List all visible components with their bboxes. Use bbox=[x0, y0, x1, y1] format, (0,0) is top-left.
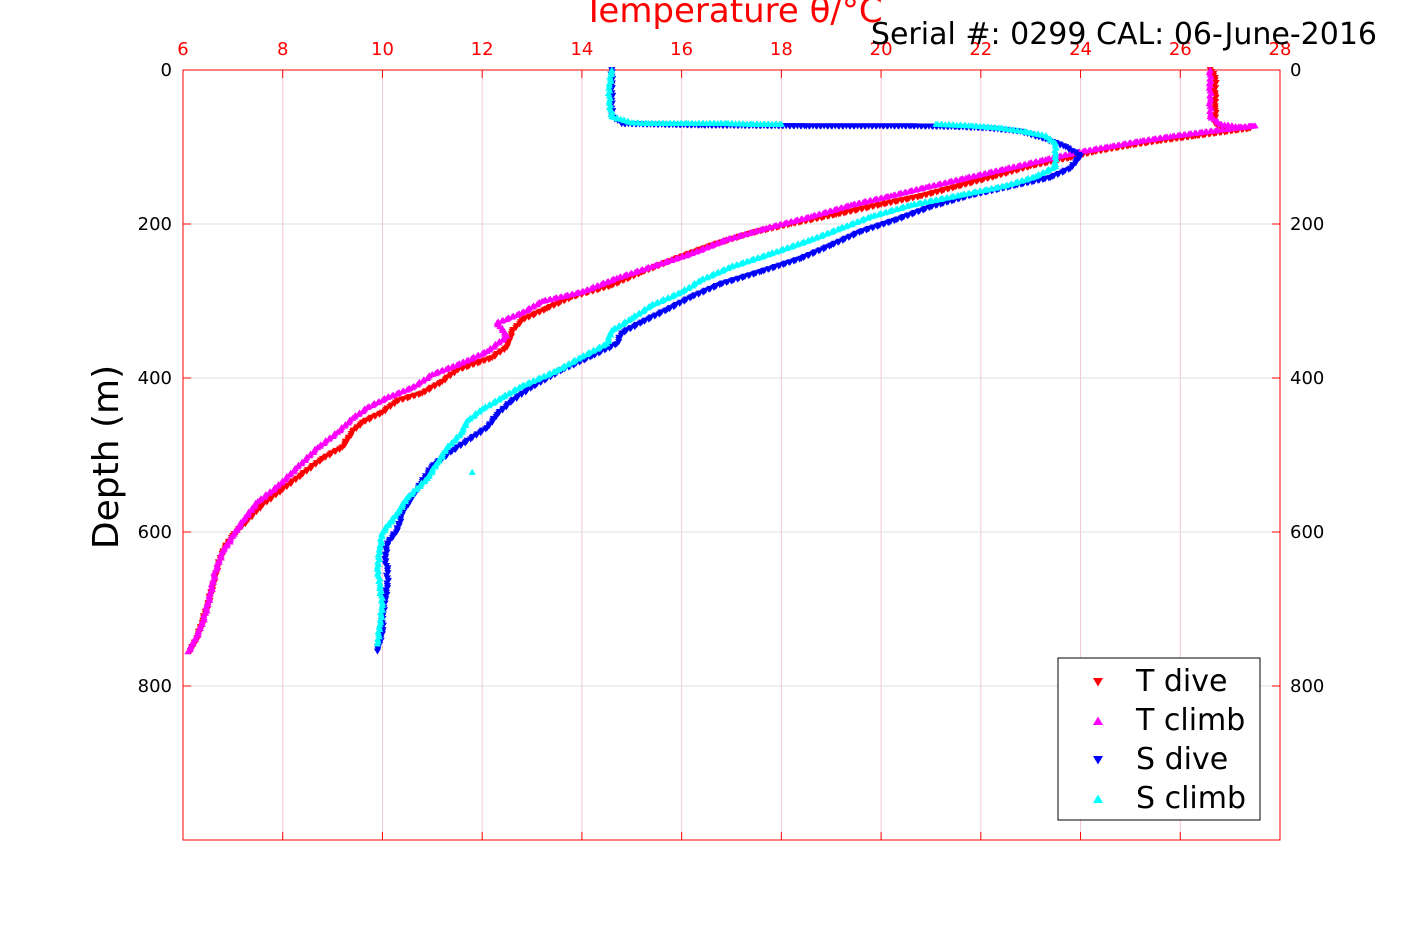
data-point bbox=[502, 404, 510, 411]
data-point bbox=[256, 505, 264, 512]
data-point bbox=[1052, 151, 1060, 158]
data-point bbox=[777, 120, 785, 127]
plot-frame bbox=[182, 69, 1281, 841]
x-tick-label: 20 bbox=[870, 39, 893, 60]
y-tick-label-right: 600 bbox=[1290, 522, 1324, 543]
y-tick-label-left: 800 bbox=[138, 676, 172, 697]
data-point bbox=[352, 425, 360, 433]
x-tick-label: 24 bbox=[1069, 39, 1092, 60]
legend-box bbox=[1057, 657, 1261, 821]
data-point bbox=[507, 399, 515, 406]
y-tick-label-left: 200 bbox=[138, 214, 172, 235]
data-point bbox=[373, 648, 382, 655]
legend-label: T climb bbox=[1135, 703, 1245, 738]
y-tick-label-right: 800 bbox=[1290, 676, 1324, 697]
x-tick-label: 28 bbox=[1269, 39, 1292, 60]
x-tick-label: 6 bbox=[177, 39, 188, 60]
data-point bbox=[184, 648, 192, 655]
data-point bbox=[1207, 94, 1215, 102]
y-tick-label-left: 0 bbox=[161, 60, 172, 81]
legend-label: T dive bbox=[1135, 664, 1227, 699]
x-tick-label: 16 bbox=[670, 39, 693, 60]
data-point bbox=[468, 468, 476, 475]
series-t-dive bbox=[186, 67, 1254, 655]
legend-marker bbox=[1093, 756, 1103, 765]
data-point bbox=[1207, 110, 1215, 117]
data-point bbox=[605, 82, 613, 89]
x-tick-label: 14 bbox=[570, 39, 593, 60]
y-tick-label-left: 400 bbox=[138, 368, 172, 389]
x-tick-label: 18 bbox=[770, 39, 793, 60]
legend-label: S climb bbox=[1136, 781, 1246, 816]
legend-marker bbox=[1093, 794, 1103, 803]
data-point bbox=[498, 407, 507, 414]
y-axis-label: Depth (m) bbox=[86, 365, 127, 549]
data-point bbox=[516, 321, 524, 328]
data-point bbox=[373, 640, 382, 647]
legend-marker bbox=[1093, 678, 1103, 687]
x-tick-label: 12 bbox=[471, 39, 494, 60]
y-tick-label-right: 400 bbox=[1290, 368, 1324, 389]
x-tick-label: 8 bbox=[277, 39, 288, 60]
data-marks bbox=[184, 66, 1259, 655]
chart-subtitle: Serial #: 0299 CAL: 06-June-2016 bbox=[871, 17, 1377, 52]
x-tick-label: 22 bbox=[969, 39, 992, 60]
legend-label: S dive bbox=[1136, 742, 1228, 777]
x-tick-label: 26 bbox=[1169, 39, 1192, 60]
data-point bbox=[512, 325, 520, 332]
data-point bbox=[356, 422, 364, 429]
x-tick-label: 10 bbox=[371, 39, 394, 60]
legend-marker bbox=[1093, 716, 1103, 725]
y-tick-label-left: 600 bbox=[138, 522, 172, 543]
series-s-climb bbox=[373, 66, 1060, 647]
y-tick-label-right: 200 bbox=[1290, 214, 1324, 235]
y-tick-label-right: 0 bbox=[1290, 60, 1301, 81]
series-t-climb bbox=[184, 66, 1259, 655]
legend: T dive T climb S dive S climb bbox=[1057, 657, 1261, 821]
chart-title: Temperature θ/°C bbox=[582, 0, 882, 31]
data-point bbox=[1052, 139, 1060, 147]
